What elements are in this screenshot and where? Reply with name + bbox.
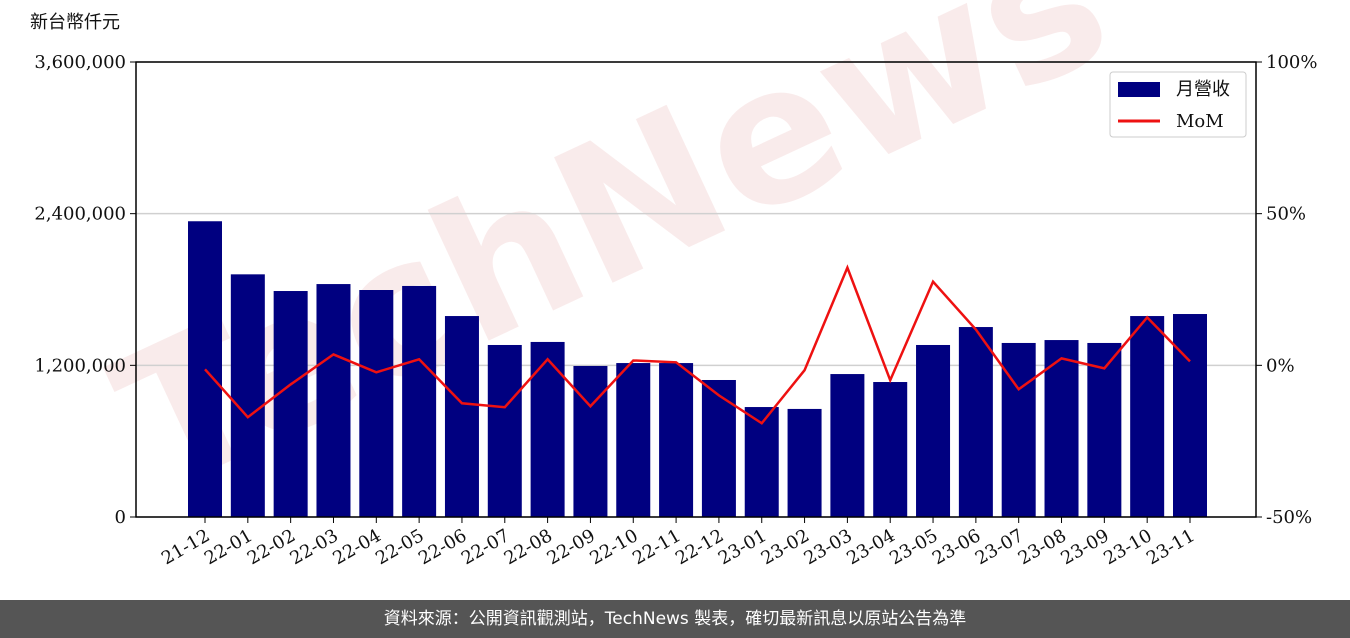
bar: [744, 407, 779, 517]
y2-tick-label: -50%: [1266, 507, 1312, 528]
bar: [787, 408, 822, 517]
x-tick-label: 23-10: [1100, 525, 1155, 569]
x-tick-label: 22-07: [458, 525, 513, 569]
legend-label: MoM: [1176, 111, 1224, 132]
x-tick-label: 22-08: [501, 525, 556, 569]
x-tick-label: 22-03: [287, 525, 342, 569]
plot-frame: [135, 61, 1257, 518]
x-tick-label: 23-01: [715, 525, 770, 569]
bar: [916, 344, 951, 517]
bar: [616, 363, 651, 517]
x-tick-label: 23-02: [758, 525, 813, 569]
y-axis-label: 新台幣仟元: [30, 12, 120, 33]
bar: [402, 285, 437, 517]
bar: [1001, 342, 1036, 517]
x-tick-label: 22-01: [201, 525, 256, 569]
x-tick-label: 23-11: [1143, 525, 1198, 569]
line: [204, 264, 1191, 425]
x-tick-label: 22-12: [672, 525, 727, 569]
bar: [1087, 342, 1122, 517]
x-tick-label: 23-06: [929, 525, 984, 569]
bar: [659, 363, 694, 517]
legend-swatch: [1118, 82, 1160, 97]
bar: [530, 341, 565, 517]
y2-tick-label: 0%: [1266, 355, 1295, 376]
bar: [273, 291, 308, 517]
bar: [830, 374, 865, 517]
x-tick-label: 23-03: [800, 525, 855, 569]
x-tick-label: 21-12: [158, 525, 213, 569]
footer: 資料來源：公開資訊觀測站，TechNews 製表，確切最新訊息以原站公告為準: [0, 600, 1350, 638]
x-tick-label: 23-07: [972, 525, 1027, 569]
x-tick-label: 22-06: [415, 525, 470, 569]
x-tick-label: 23-05: [886, 525, 941, 569]
y-tick-label: 0: [115, 507, 126, 528]
legend: 月營收 MoM: [1109, 71, 1247, 138]
x-tick-label: 23-08: [1015, 525, 1070, 569]
bar: [316, 284, 351, 517]
bar: [1173, 314, 1207, 517]
x-tick-label: 22-11: [629, 525, 684, 569]
bar: [188, 221, 222, 517]
x-tick-label: 22-09: [543, 525, 598, 569]
bar: [359, 290, 394, 517]
x-tick-label: 22-10: [586, 525, 641, 569]
x-tick-label: 22-04: [329, 525, 384, 569]
legend-label: 月營收: [1176, 79, 1230, 100]
bar: [573, 365, 608, 517]
chart: TechNews 新台幣仟元 01,200,0002,400,0003,600,…: [30, 0, 1317, 569]
bar: [487, 344, 522, 517]
bar: [958, 327, 993, 517]
y2-tick-label: 100%: [1266, 52, 1317, 73]
x-tick-label: 22-05: [372, 525, 427, 569]
bar: [1044, 340, 1079, 517]
x-tick-label: 22-02: [244, 525, 299, 569]
bar: [873, 382, 908, 517]
bar: [444, 316, 479, 517]
bar: [1130, 316, 1165, 517]
bar: [701, 379, 736, 517]
y2-tick-label: 50%: [1266, 204, 1306, 225]
y-tick-label: 2,400,000: [34, 204, 126, 225]
y-tick-label: 1,200,000: [34, 355, 126, 376]
x-tick-label: 23-09: [1057, 525, 1112, 569]
y-tick-label: 3,600,000: [34, 52, 126, 73]
x-tick-label: 23-04: [843, 525, 898, 569]
bar: [230, 274, 265, 517]
